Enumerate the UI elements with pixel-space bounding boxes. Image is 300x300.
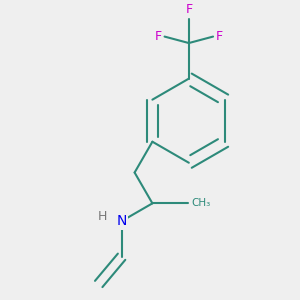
Text: CH₃: CH₃ <box>191 198 211 208</box>
Text: F: F <box>216 30 223 43</box>
Text: N: N <box>116 214 127 228</box>
Text: F: F <box>185 3 192 16</box>
Text: H: H <box>98 210 107 223</box>
Text: F: F <box>155 30 162 43</box>
